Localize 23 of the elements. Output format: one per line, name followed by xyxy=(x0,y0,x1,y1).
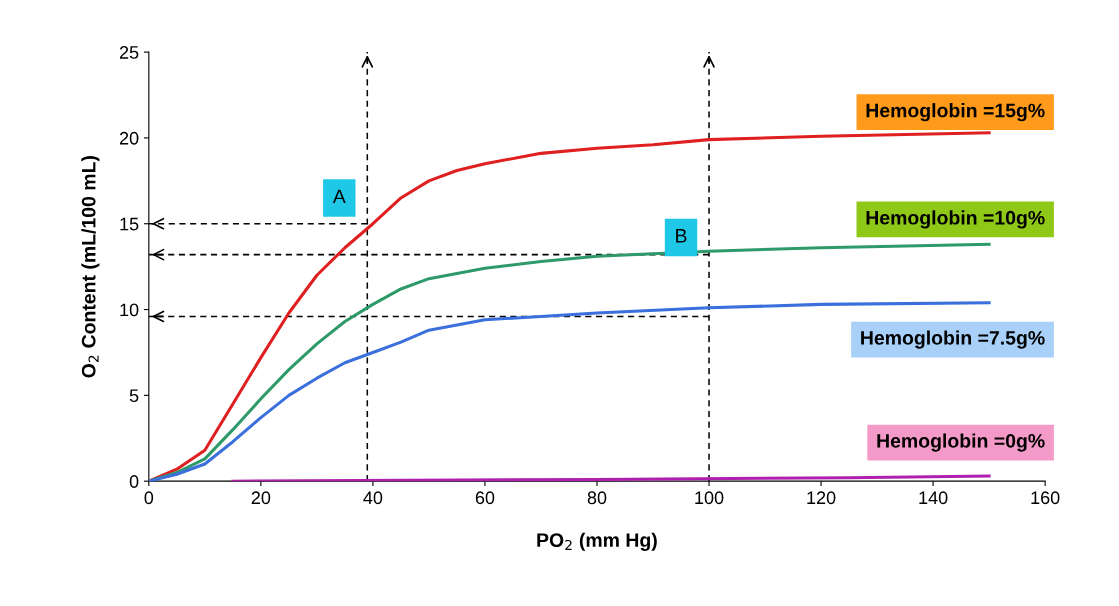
y-axis-title: O$_{2}$ Content (mL/100 mL) xyxy=(81,156,100,378)
x-tick-label: 100 xyxy=(695,491,724,505)
x-axis-title: PO$_{2}$ (mm Hg) xyxy=(537,532,657,551)
x-tick-label: 40 xyxy=(363,491,383,505)
series-label: Hemoglobin =7.5g% xyxy=(861,330,1045,349)
x-tick-label: 80 xyxy=(587,491,607,505)
series-label: Hemoglobin =10g% xyxy=(866,210,1045,229)
y-tick-label: 25 xyxy=(119,46,139,59)
y-tick-label: 15 xyxy=(120,217,139,231)
x-tick-label: 120 xyxy=(807,491,836,505)
x-tick-label: 0 xyxy=(144,491,154,505)
annotation: A xyxy=(332,189,346,204)
series-label: Hemoglobin =15g% xyxy=(866,103,1045,122)
y-tick-label: 10 xyxy=(120,303,139,317)
x-tick-label: 20 xyxy=(251,491,271,505)
series-label: Hemoglobin =0g% xyxy=(877,433,1045,452)
x-tick-label: 60 xyxy=(475,491,495,505)
y-tick-label: 5 xyxy=(129,389,139,403)
annotation: B xyxy=(676,229,687,243)
x-tick-label: 140 xyxy=(919,491,948,505)
x-tick-label: 160 xyxy=(1031,491,1060,505)
y-tick-label: 20 xyxy=(119,131,139,145)
y-tick-label: 0 xyxy=(129,475,139,488)
